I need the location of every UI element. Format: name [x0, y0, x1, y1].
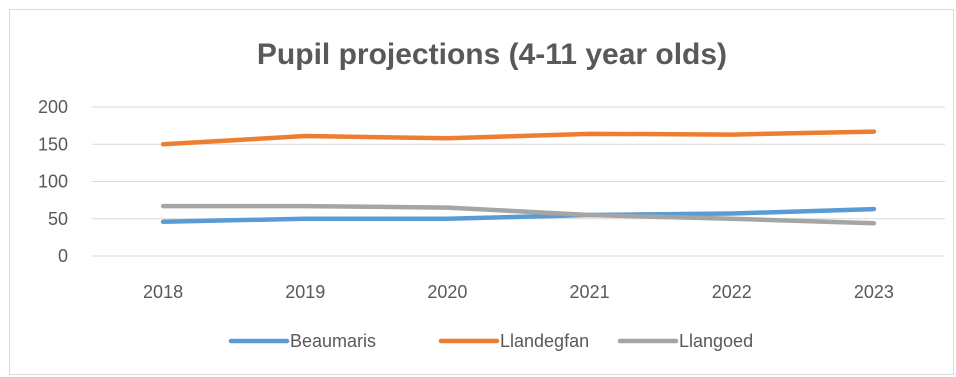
y-tick-label: 0 — [58, 246, 68, 266]
series-line-beaumaris — [160, 206, 877, 224]
x-tick-label: 2023 — [854, 282, 894, 302]
legend-label: Llangoed — [679, 331, 753, 351]
y-tick-label: 50 — [48, 209, 68, 229]
legend: Beaumaris Llandegfan Llangoed — [228, 331, 753, 351]
x-tick-label: 2019 — [285, 282, 325, 302]
gridlines — [92, 106, 945, 257]
legend-label: Beaumaris — [290, 331, 376, 351]
y-axis-ticks: 0 50 100 150 200 — [38, 97, 68, 266]
x-tick-label: 2020 — [427, 282, 467, 302]
series-line-llandegfan — [160, 129, 877, 147]
series-line-llangoed — [160, 203, 877, 226]
y-tick-label: 150 — [38, 134, 68, 154]
legend-label: Llandegfan — [500, 331, 589, 351]
x-tick-label: 2018 — [143, 282, 183, 302]
series-lines — [160, 129, 877, 226]
y-tick-label: 100 — [38, 172, 68, 192]
chart-title: Pupil projections (4-11 year olds) — [257, 38, 727, 71]
chart-frame — [9, 9, 954, 375]
x-tick-label: 2021 — [570, 282, 610, 302]
x-axis-ticks: 2018 2019 2020 2021 2022 2023 — [143, 282, 894, 302]
x-tick-label: 2022 — [712, 282, 752, 302]
y-tick-label: 200 — [38, 97, 68, 117]
